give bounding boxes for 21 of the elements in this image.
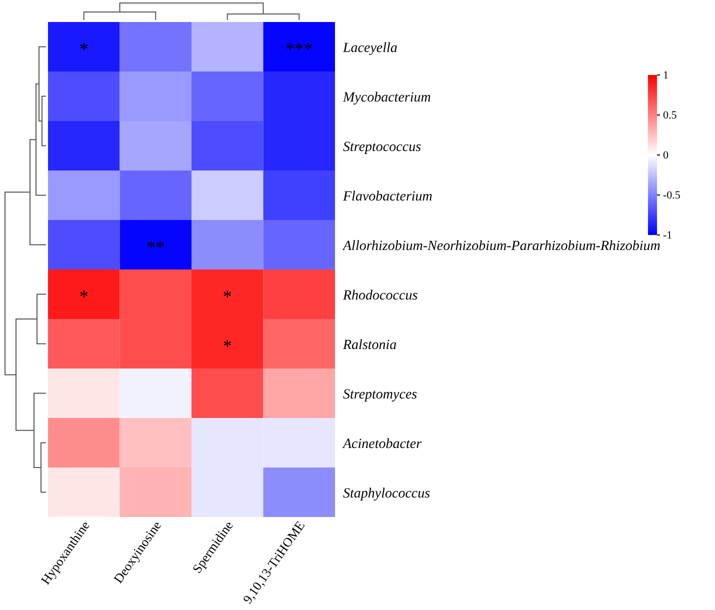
y-tick-label: Flavobacterium bbox=[342, 189, 432, 204]
data-label: ** bbox=[146, 236, 165, 257]
y-tick-label: Laceyella bbox=[342, 40, 398, 56]
color-bar-label: 0.5 bbox=[663, 110, 678, 122]
color-bar-label: -1 bbox=[663, 230, 672, 242]
data-label: * bbox=[222, 286, 232, 306]
y-tick-label: Streptococcus bbox=[343, 140, 422, 155]
data-label: *** bbox=[286, 38, 313, 59]
y-tick-label: Acinetobacter bbox=[342, 436, 422, 452]
y-tick-label: Mycobacterium bbox=[342, 90, 431, 106]
color-bar-label: -0.5 bbox=[663, 190, 681, 202]
color-bar-label: 1 bbox=[663, 70, 668, 82]
y-tick-label: Staphylococcus bbox=[343, 486, 431, 502]
y-tick-label: Rhodococcus bbox=[342, 288, 418, 304]
data-label: * bbox=[79, 286, 88, 306]
data-label: * bbox=[222, 336, 232, 356]
color-bar-label: 0 bbox=[663, 150, 669, 162]
y-tick-label: Ralstonia bbox=[342, 338, 397, 353]
y-tick-label: Streptomyces bbox=[343, 387, 418, 402]
data-label: * bbox=[79, 38, 88, 59]
y-tick-label: Allorhizobium-Neorhizobium-Pararhizobium-Rhizobium bbox=[342, 238, 660, 254]
